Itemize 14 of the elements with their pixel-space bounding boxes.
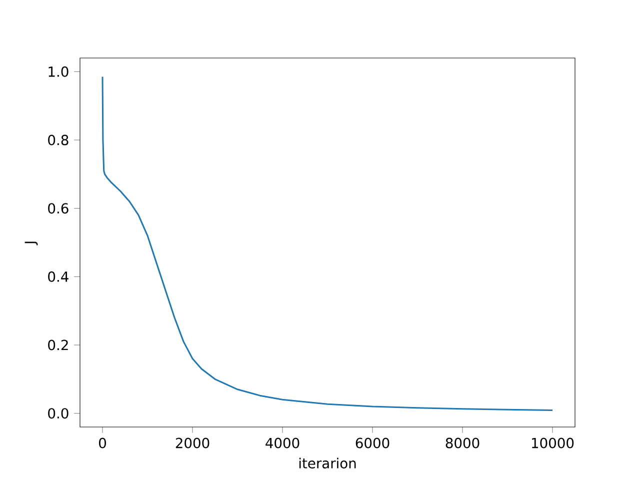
y-tick-label: 0.8: [48, 134, 68, 146]
y-tick-label: 1.0: [48, 66, 68, 77]
x-axis-title: iterarion: [299, 458, 356, 468]
y-tick-label: 0.0: [48, 408, 68, 419]
x-tick-label: 0: [99, 438, 106, 448]
y-tick-label: 0.4: [48, 271, 68, 282]
x-tick-label: 6000: [356, 438, 390, 448]
y-tick-label: 0.2: [48, 340, 68, 350]
x-tick-label: 10000: [532, 438, 574, 448]
x-tick-label: 8000: [446, 438, 480, 448]
x-tick-label: 4000: [266, 438, 300, 448]
x-tick-label: 2000: [176, 438, 210, 448]
y-tick-label: 0.6: [48, 203, 68, 214]
y-axis-title: J: [24, 242, 38, 246]
